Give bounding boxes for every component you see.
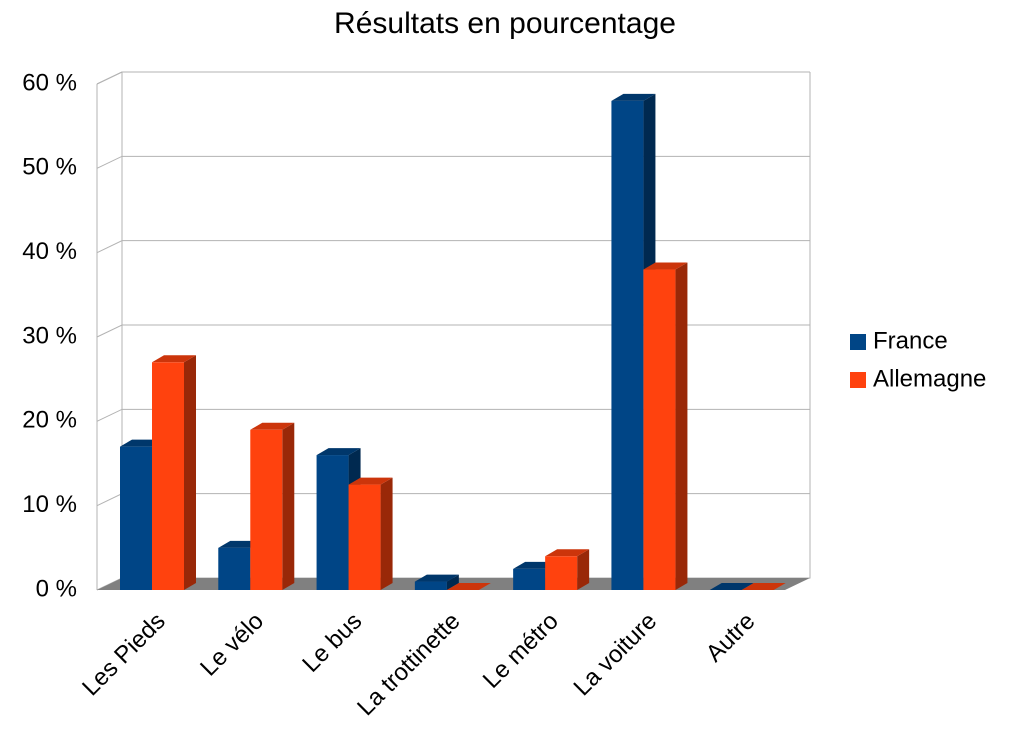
legend-swatch (850, 372, 866, 388)
bar-face (414, 581, 447, 590)
bar (709, 583, 754, 590)
grid-line (96, 493, 810, 507)
bar-face (446, 574, 459, 590)
bar-face (741, 583, 786, 590)
bar-face (348, 484, 381, 590)
grid-line (96, 240, 810, 254)
bar-face (218, 547, 251, 590)
y-tick-label: 20 % (22, 407, 77, 434)
grid-line (96, 71, 810, 85)
bar-face (611, 100, 644, 590)
y-tick-label: 40 % (22, 238, 77, 265)
grid-line (96, 408, 810, 422)
bar-face (250, 422, 295, 430)
bar-face (643, 269, 676, 590)
bar-face (152, 362, 184, 590)
x-tick-label: Autre (701, 608, 761, 668)
x-tick-label: Les Pieds (77, 608, 171, 702)
bar-face (316, 448, 361, 456)
bar-face (184, 355, 196, 590)
bar-face (250, 429, 283, 590)
bar-face (545, 549, 590, 557)
y-tick-label: 10 % (22, 491, 77, 518)
bar (414, 574, 459, 590)
x-tick-label: La trottinette (352, 608, 465, 721)
bar (152, 355, 196, 590)
bar-face (675, 262, 688, 590)
bar (741, 583, 786, 590)
bar-face (577, 549, 590, 590)
legend-label: Allemagne (873, 365, 986, 392)
bar (643, 262, 688, 590)
bar-face (414, 574, 459, 582)
bar (545, 549, 590, 590)
bar-face (643, 262, 688, 270)
bar-face (152, 355, 196, 363)
x-tick-label: Le bus (297, 608, 367, 678)
bar-face (120, 446, 152, 590)
chart-title: Résultats en pourcentage (334, 7, 676, 40)
grid-line (96, 324, 810, 338)
legend-swatch (850, 334, 866, 350)
grid-line (96, 155, 810, 169)
x-tick-label: Le métro (478, 608, 564, 694)
bar-face (611, 93, 656, 101)
y-tick-label: 50 % (22, 154, 77, 181)
bar-face (380, 477, 393, 590)
bar-face (513, 568, 546, 590)
bar-face (545, 556, 578, 590)
bar-face (316, 455, 349, 590)
bar-face (709, 583, 754, 590)
y-tick-label: 60 % (22, 69, 77, 96)
bar-face (348, 477, 393, 485)
y-tick-label: 0 % (36, 575, 77, 602)
x-tick-label: La voiture (569, 608, 663, 702)
bar (446, 583, 491, 590)
bar-face (446, 583, 491, 590)
legend-label: France (873, 327, 948, 354)
bar (250, 422, 295, 590)
y-tick-label: 30 % (22, 322, 77, 349)
bar (348, 477, 393, 590)
bar-face (282, 422, 295, 590)
x-tick-label: Le vélo (195, 608, 269, 682)
